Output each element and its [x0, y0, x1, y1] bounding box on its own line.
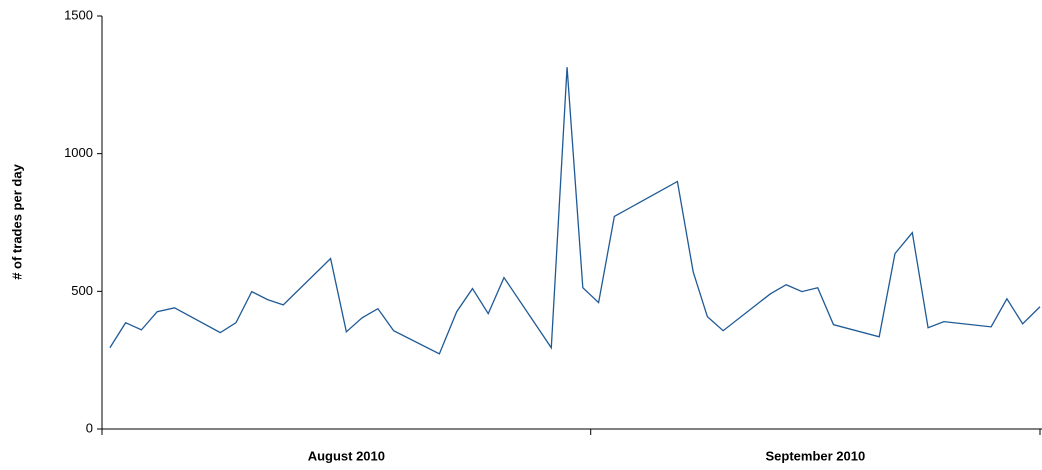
data-line [109, 67, 1041, 355]
y-tick-label: 1000 [64, 145, 93, 160]
y-tick-label: 1500 [64, 7, 93, 22]
y-tick-label: 0 [86, 420, 93, 435]
x-band-label: August 2010 [308, 448, 385, 463]
y-axis-label: # of trades per day [9, 163, 24, 279]
y-tick-label: 500 [71, 283, 93, 298]
x-band-label: September 2010 [765, 448, 865, 463]
